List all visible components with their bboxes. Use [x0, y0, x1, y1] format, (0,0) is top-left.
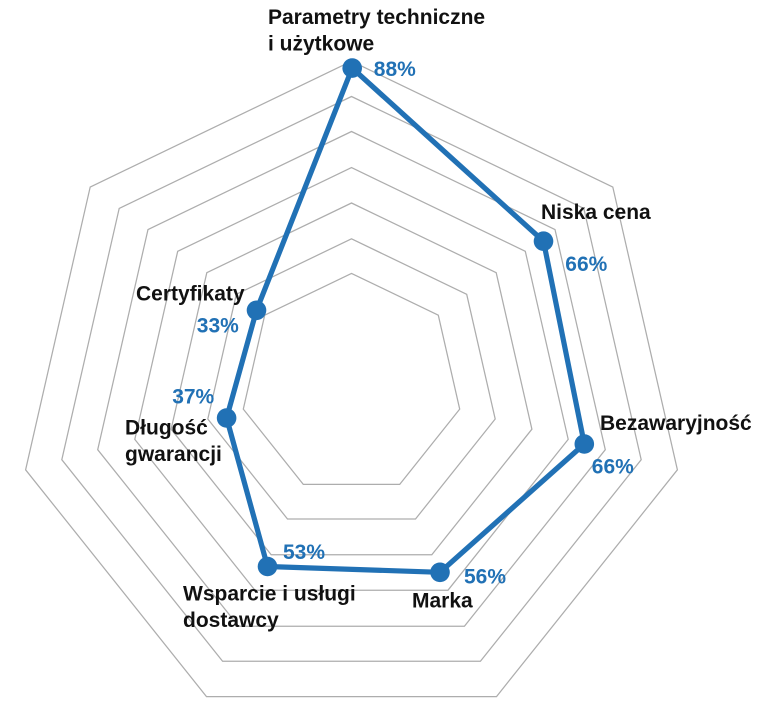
- svg-text:Długość: Długość: [125, 417, 208, 440]
- svg-text:Niska cena: Niska cena: [541, 201, 651, 224]
- svg-text:dostawcy: dostawcy: [183, 609, 279, 632]
- svg-text:Parametry techniczne: Parametry techniczne: [268, 6, 485, 29]
- svg-text:33%: 33%: [197, 315, 239, 338]
- svg-text:Certyfikaty: Certyfikaty: [136, 282, 245, 305]
- svg-text:Bezawaryjność: Bezawaryjność: [600, 412, 752, 435]
- svg-text:37%: 37%: [172, 386, 214, 409]
- svg-text:66%: 66%: [592, 456, 634, 479]
- svg-text:66%: 66%: [565, 253, 607, 276]
- svg-text:56%: 56%: [464, 566, 506, 589]
- svg-text:Marka: Marka: [412, 589, 473, 612]
- svg-text:53%: 53%: [283, 541, 325, 564]
- svg-text:gwarancji: gwarancji: [125, 443, 222, 466]
- svg-text:88%: 88%: [374, 58, 416, 81]
- svg-text:i użytkowe: i użytkowe: [268, 33, 374, 56]
- svg-text:Wsparcie i usługi: Wsparcie i usługi: [183, 583, 356, 606]
